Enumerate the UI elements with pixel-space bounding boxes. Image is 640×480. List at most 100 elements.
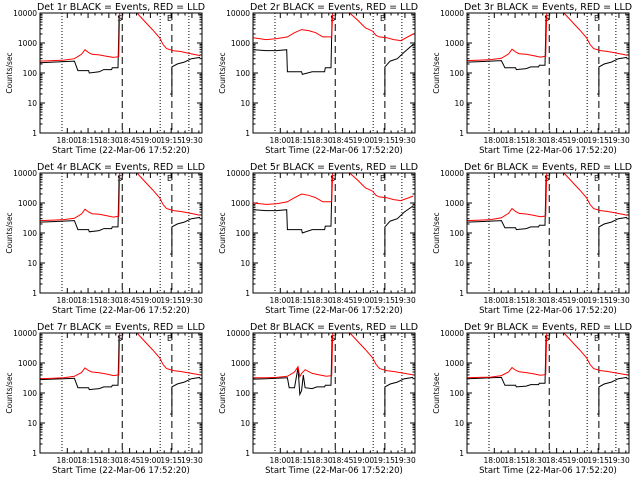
event-annotation: E (594, 334, 599, 343)
event-annotation: E (167, 334, 172, 343)
x-tick-label: 19:30 (394, 136, 416, 145)
y-tick-label: 10 (27, 99, 37, 108)
y-tick-label: 1000 (18, 199, 37, 208)
y-tick-label: 1000 (445, 199, 464, 208)
x-tick-label: 18:30 (525, 296, 547, 305)
y-tick-label: 1000 (18, 359, 37, 368)
x-tick-label: 18:45 (546, 456, 568, 465)
events-rate-line (253, 15, 333, 76)
panel-2: Det 2r BLACK = Events, RED = LLD Start Ti… (218, 2, 418, 156)
y-tick-label: 1000 (445, 359, 464, 368)
y-tick-label: 100 (23, 389, 38, 398)
panel-title: Det 9r BLACK = Events, RED = LLD (464, 322, 632, 333)
x-tick-label: 18:00 (56, 296, 78, 305)
x-tick-label: 18:30 (98, 456, 120, 465)
y-tick-label: 1 (459, 449, 464, 458)
x-tick-label: 19:30 (608, 456, 630, 465)
y-tick-label: 10 (454, 259, 464, 268)
panel-title: Det 7r BLACK = Events, RED = LLD (37, 322, 205, 333)
y-tick-label: 10 (240, 99, 250, 108)
x-tick-label: 18:00 (56, 456, 78, 465)
event-annotation: E (594, 174, 599, 183)
x-tick-label: 19:30 (181, 456, 203, 465)
x-tick-label: 18:30 (98, 136, 120, 145)
x-tick-label: 18:00 (483, 296, 505, 305)
events-rate-line (170, 56, 201, 95)
x-tick-label: 18:00 (483, 136, 505, 145)
events-rate-line (170, 376, 201, 415)
y-tick-label: 100 (23, 229, 38, 238)
y-tick-label: 10000 (226, 169, 250, 178)
panel-9: Det 9r BLACK = Events, RED = LLD Start Ti… (432, 322, 632, 476)
x-tick-label: 19:00 (140, 296, 162, 305)
x-tick-label: 18:30 (525, 136, 547, 145)
x-tick-label: 18:45 (332, 456, 354, 465)
y-axis-label: Counts/sec (432, 52, 441, 93)
panel-title: Det 5r BLACK = Events, RED = LLD (250, 162, 418, 173)
y-tick-label: 10000 (440, 9, 464, 18)
x-tick-label: 18:45 (119, 136, 141, 145)
panel-title: Det 2r BLACK = Events, RED = LLD (250, 2, 418, 13)
plot-frame (466, 332, 630, 454)
y-tick-label: 1 (32, 129, 37, 138)
x-tick-label: 19:00 (567, 136, 589, 145)
panel-title: Det 1r BLACK = Events, RED = LLD (37, 2, 205, 13)
x-tick-label: 18:15 (290, 456, 312, 465)
event-annotation: E (380, 174, 385, 183)
panel-8: Det 8r BLACK = Events, RED = LLD Start Ti… (218, 322, 418, 476)
x-tick-label: 19:00 (353, 296, 375, 305)
events-rate-line (170, 216, 201, 255)
y-axis-label: Counts/sec (218, 372, 227, 413)
x-axis-label: Start Time (22-Mar-06 17:52:20) (479, 146, 617, 156)
events-rate-line (383, 376, 414, 415)
y-tick-label: 10000 (440, 329, 464, 338)
panel-7: Det 7r BLACK = Events, RED = LLD Start Ti… (5, 322, 205, 476)
x-tick-label: 19:15 (587, 296, 609, 305)
lld-rate-line (467, 13, 628, 62)
x-tick-label: 18:45 (546, 136, 568, 145)
x-tick-label: 19:00 (140, 456, 162, 465)
plot-frame (252, 172, 416, 294)
x-tick-label: 19:30 (394, 296, 416, 305)
x-tick-label: 18:15 (77, 136, 99, 145)
x-tick-label: 19:15 (373, 296, 395, 305)
y-axis-label: Counts/sec (5, 372, 14, 413)
plot-frame (252, 12, 416, 134)
x-tick-label: 18:30 (311, 136, 333, 145)
events-rate-line (467, 15, 547, 71)
plot-frame (252, 332, 416, 454)
y-tick-label: 10000 (13, 9, 37, 18)
x-tick-label: 19:30 (181, 296, 203, 305)
x-tick-label: 19:15 (160, 136, 182, 145)
y-tick-label: 1000 (231, 39, 250, 48)
events-rate-line (40, 335, 120, 391)
x-tick-label: 18:45 (119, 456, 141, 465)
x-axis-label: Start Time (22-Mar-06 17:52:20) (265, 306, 403, 316)
x-tick-label: 19:15 (587, 456, 609, 465)
panel-title: Det 4r BLACK = Events, RED = LLD (37, 162, 205, 173)
y-tick-label: 10000 (226, 329, 250, 338)
lld-rate-line (467, 333, 628, 379)
lld-rate-line (253, 333, 414, 379)
y-tick-label: 10000 (440, 169, 464, 178)
y-tick-label: 100 (23, 69, 38, 78)
panel-4: Det 4r BLACK = Events, RED = LLD Start Ti… (5, 162, 205, 316)
events-rate-line (40, 15, 120, 74)
events-rate-line (383, 205, 414, 255)
x-tick-label: 19:00 (140, 136, 162, 145)
y-tick-label: 10 (454, 419, 464, 428)
y-tick-label: 10000 (13, 169, 37, 178)
events-rate-line (253, 175, 333, 234)
x-tick-label: 18:30 (525, 456, 547, 465)
lld-rate-line (253, 173, 414, 205)
x-tick-label: 18:45 (332, 136, 354, 145)
panel-3: Det 3r BLACK = Events, RED = LLD Start Ti… (432, 2, 632, 156)
lld-rate-line (253, 13, 414, 42)
x-tick-label: 18:15 (504, 456, 526, 465)
x-tick-label: 18:15 (77, 456, 99, 465)
x-tick-label: 18:00 (483, 456, 505, 465)
y-tick-label: 100 (450, 389, 465, 398)
events-rate-line (597, 376, 628, 415)
event-annotation: E (594, 14, 599, 23)
x-tick-label: 19:15 (160, 456, 182, 465)
